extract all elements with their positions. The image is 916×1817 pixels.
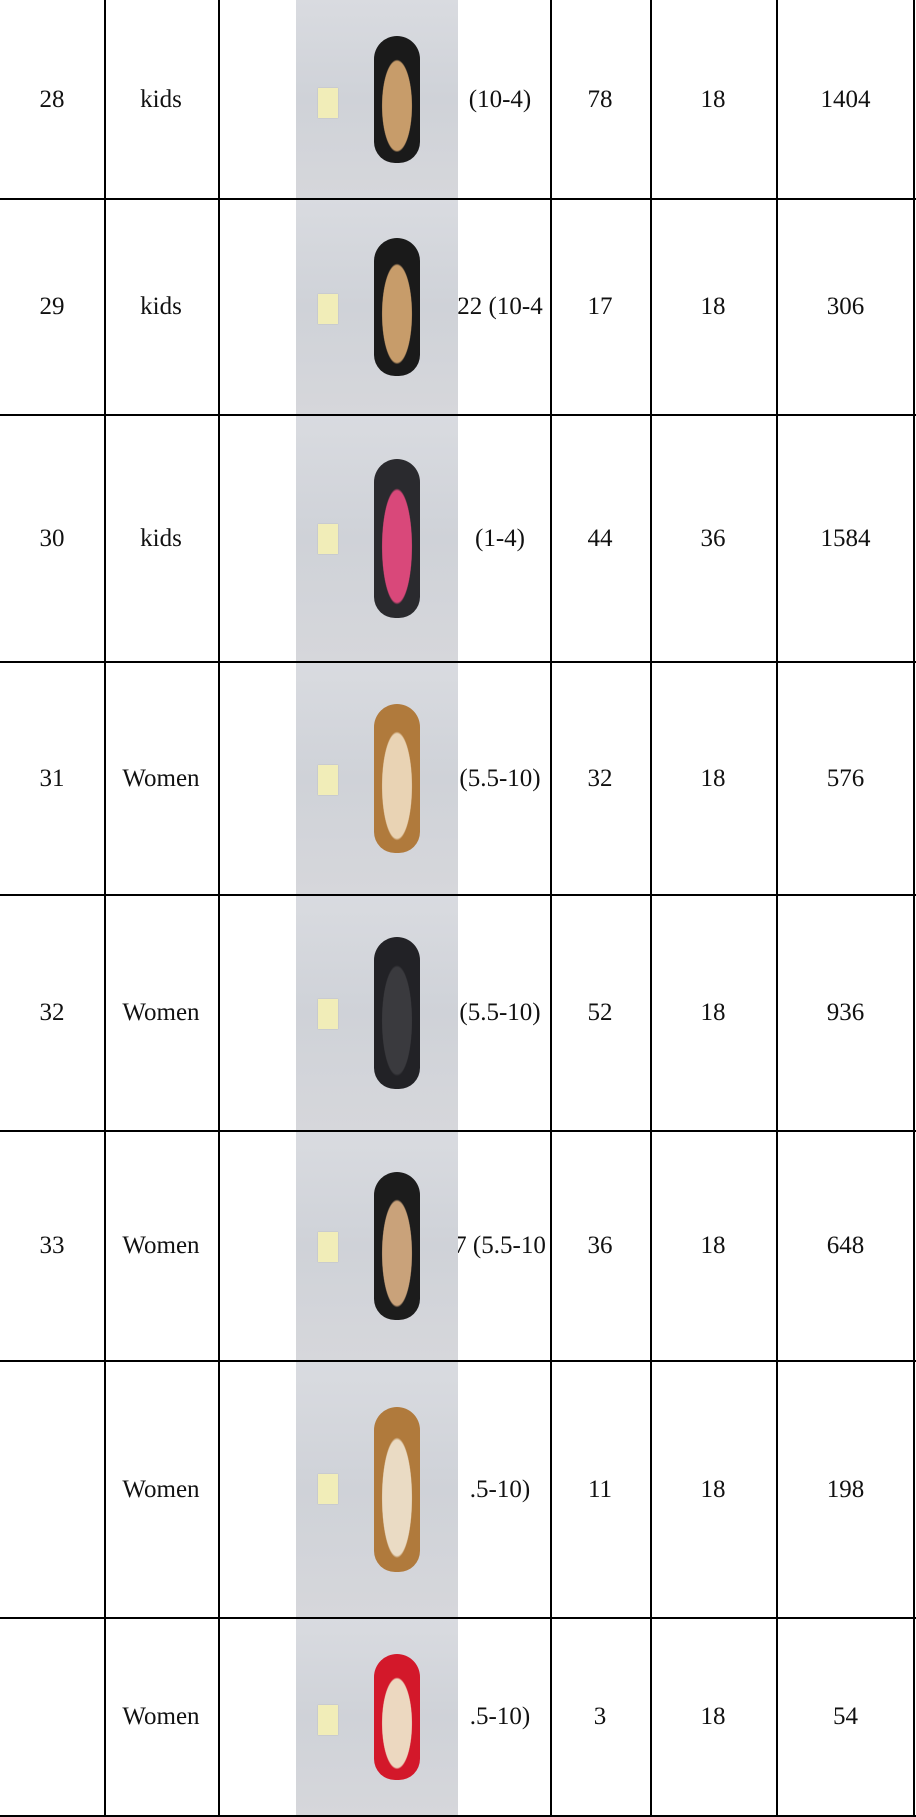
size-range-cell: 7 (5.5-10 xyxy=(454,1232,546,1259)
quantity-cell: 32 xyxy=(587,764,613,792)
row-number xyxy=(0,1618,104,1816)
column-divider xyxy=(913,0,915,1816)
label-note xyxy=(318,998,338,1029)
shoe-image xyxy=(374,1407,420,1572)
total-pairs-cell: 54 xyxy=(833,1703,858,1730)
row-number: 28 xyxy=(39,85,65,113)
row-number: 30 xyxy=(39,524,65,552)
pairs-per-carton-cell: 18 xyxy=(700,1703,726,1730)
shoe-photo xyxy=(296,199,458,415)
shoe-image xyxy=(374,703,420,854)
table-row: Women .5-10) 11 18 198 xyxy=(0,1361,916,1618)
label-note xyxy=(318,764,338,795)
table-row: 31 Women (5.5-10) 32 18 576 xyxy=(0,662,916,895)
column-divider xyxy=(104,0,106,1816)
shoe-photo xyxy=(296,0,458,199)
quantity-cell: 17 xyxy=(587,293,613,320)
quantity-cell: 36 xyxy=(587,1232,613,1259)
category-cell: Women xyxy=(122,999,200,1026)
shoe-photo xyxy=(296,1361,458,1618)
table-row: Women .5-10) 3 18 54 xyxy=(0,1618,916,1816)
column-divider xyxy=(550,0,552,1816)
total-pairs-cell: 198 xyxy=(826,1475,865,1503)
row-divider xyxy=(0,894,916,896)
label-note xyxy=(318,87,338,118)
shoe-photo xyxy=(296,662,458,895)
label-note xyxy=(318,1705,338,1736)
size-range-cell: .5-10) xyxy=(469,1475,531,1503)
category-cell: kids xyxy=(140,85,182,113)
row-number xyxy=(0,1361,104,1618)
quantity-cell: 78 xyxy=(587,85,613,113)
shoe-photo xyxy=(296,1618,458,1816)
table-row: 29 kids 22 (10-4 17 18 306 xyxy=(0,199,916,415)
column-divider xyxy=(218,0,220,1816)
shoe-image xyxy=(374,35,420,164)
shoe-image xyxy=(374,1653,420,1781)
pairs-per-carton-cell: 18 xyxy=(700,764,726,792)
table-row: 33 Women 7 (5.5-10 36 18 648 xyxy=(0,1131,916,1361)
quantity-cell: 52 xyxy=(587,999,613,1026)
row-number: 29 xyxy=(39,293,65,320)
total-pairs-cell: 648 xyxy=(826,1232,865,1259)
total-pairs-cell: 936 xyxy=(826,999,865,1026)
size-range-cell: (1-4) xyxy=(475,524,525,552)
category-cell: kids xyxy=(140,524,182,552)
row-divider xyxy=(0,661,916,663)
category-cell: kids xyxy=(140,293,182,320)
row-divider xyxy=(0,1130,916,1132)
category-cell: Women xyxy=(122,764,200,792)
quantity-cell: 44 xyxy=(587,524,613,552)
label-note xyxy=(318,294,338,325)
quantity-cell: 3 xyxy=(593,1703,607,1730)
shoe-image xyxy=(374,1172,420,1320)
shoe-photo xyxy=(296,1131,458,1361)
size-range-cell: .5-10) xyxy=(469,1703,531,1730)
row-number: 31 xyxy=(39,764,65,792)
size-range-cell: (5.5-10) xyxy=(459,999,541,1026)
column-divider xyxy=(776,0,778,1816)
pairs-per-carton-cell: 18 xyxy=(700,1232,726,1259)
shoe-image xyxy=(374,459,420,618)
size-range-cell: (5.5-10) xyxy=(459,764,541,792)
total-pairs-cell: 1404 xyxy=(820,85,871,113)
row-number: 32 xyxy=(39,999,65,1026)
pairs-per-carton-cell: 18 xyxy=(700,999,726,1026)
table-row: 28 kids (10-4) 78 18 1404 xyxy=(0,0,916,199)
size-range-cell: 22 (10-4 xyxy=(457,293,543,320)
label-note xyxy=(318,1474,338,1505)
pairs-per-carton-cell: 36 xyxy=(700,524,726,552)
shoe-photo xyxy=(296,415,458,662)
row-number: 33 xyxy=(39,1232,65,1259)
total-pairs-cell: 576 xyxy=(826,764,865,792)
size-range-cell: (10-4) xyxy=(468,85,532,113)
shoe-image xyxy=(374,237,420,377)
column-divider xyxy=(650,0,652,1816)
table-row: 32 Women (5.5-10) 52 18 936 xyxy=(0,895,916,1131)
row-divider xyxy=(0,1617,916,1619)
total-pairs-cell: 1584 xyxy=(820,524,871,552)
row-divider xyxy=(0,1360,916,1362)
pairs-per-carton-cell: 18 xyxy=(700,293,726,320)
label-note xyxy=(318,1232,338,1263)
row-divider xyxy=(0,414,916,416)
pairs-per-carton-cell: 18 xyxy=(700,1475,726,1503)
category-cell: Women xyxy=(122,1703,200,1730)
category-cell: Women xyxy=(122,1475,200,1503)
quantity-cell: 11 xyxy=(587,1475,613,1503)
row-divider xyxy=(0,198,916,200)
shoe-photo xyxy=(296,895,458,1131)
table-row: 30 kids (1-4) 44 36 1584 xyxy=(0,415,916,662)
label-note xyxy=(318,523,338,554)
shoe-image xyxy=(374,937,420,1089)
pairs-per-carton-cell: 18 xyxy=(700,85,726,113)
total-pairs-cell: 306 xyxy=(826,293,865,320)
category-cell: Women xyxy=(122,1232,200,1259)
